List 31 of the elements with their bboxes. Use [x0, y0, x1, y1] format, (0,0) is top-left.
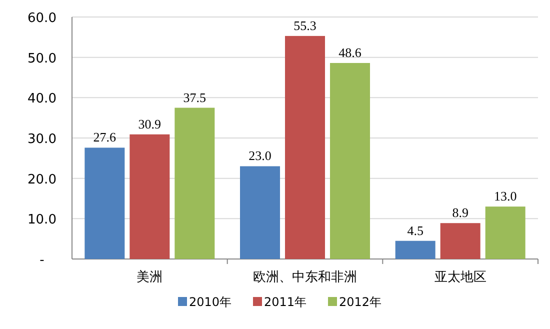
y-tick-label: 60.0 [28, 11, 56, 26]
data-label: 30.9 [138, 116, 162, 132]
bar [84, 148, 125, 259]
data-label: 55.3 [294, 18, 316, 33]
legend-label: 2012年 [339, 295, 382, 309]
data-label: 13.0 [494, 188, 517, 204]
bar [130, 134, 170, 259]
bar [395, 240, 436, 259]
x-tick-label: 美洲 [136, 269, 163, 285]
bar [285, 36, 325, 259]
y-tick-label: 30.0 [28, 132, 56, 147]
bar [240, 166, 280, 259]
y-tick-label: 40.0 [28, 92, 56, 107]
data-label: 4.5 [407, 222, 424, 238]
data-label: 8.9 [452, 205, 468, 220]
y-tick-label: - [40, 253, 45, 268]
data-label: 27.6 [93, 130, 117, 145]
legend-label: 2010年 [189, 295, 232, 309]
x-tick-label: 亚太地区 [434, 270, 486, 285]
legend-label: 2011年 [264, 295, 307, 309]
y-tick-label: 10.0 [28, 212, 56, 228]
y-tick-label: 50.0 [28, 51, 56, 66]
bar [440, 223, 480, 259]
data-label: 48.6 [338, 44, 362, 60]
bar [174, 108, 215, 259]
x-tick-label: 欧洲、中东和非洲 [253, 270, 357, 285]
data-label: 37.5 [183, 90, 206, 105]
bar [330, 62, 370, 259]
data-label: 23.0 [248, 148, 272, 164]
y-tick-label: 20.0 [28, 172, 56, 188]
bar [485, 206, 526, 259]
